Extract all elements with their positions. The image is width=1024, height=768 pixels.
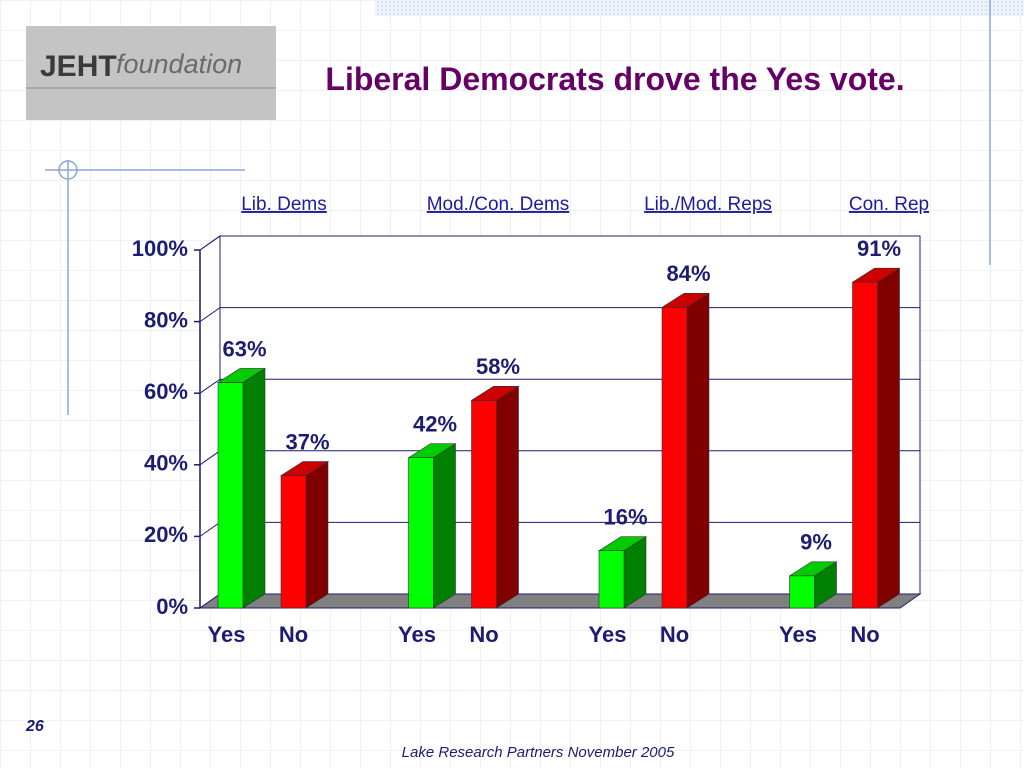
y-tick-label: 20%	[144, 522, 188, 547]
y-tick-label: 40%	[144, 451, 188, 476]
group-label: Mod./Con. Dems	[427, 194, 570, 215]
group-label: Con. Rep	[849, 194, 929, 215]
value-label: 91%	[857, 236, 901, 261]
grid-line	[199, 235, 920, 251]
chart-title: Liberal Democrats drove the Yes vote.	[325, 61, 905, 97]
footer: Lake Research Partners November 2005	[402, 744, 675, 761]
page-number: 26	[25, 718, 44, 735]
logo-brand: JEHT	[40, 50, 117, 83]
bar-side	[877, 267, 900, 609]
x-tick-label: No	[660, 622, 689, 647]
bar-top	[660, 292, 711, 308]
bar	[408, 457, 434, 609]
bar-side	[686, 292, 710, 609]
bar	[217, 382, 244, 609]
bar-side	[305, 460, 329, 609]
value-label: 9%	[800, 530, 832, 555]
bar-top	[216, 368, 267, 383]
bar-side	[496, 385, 519, 609]
value-label: 42%	[413, 411, 457, 436]
value-label: 37%	[285, 429, 329, 454]
x-tick-label: Yes	[779, 622, 817, 647]
bar	[280, 475, 307, 609]
y-tick-label: 100%	[132, 236, 188, 261]
bar-top	[851, 267, 901, 283]
x-tick-label: Yes	[589, 622, 627, 647]
x-tick-label: No	[850, 622, 879, 647]
bar-side	[242, 367, 266, 609]
value-label: 58%	[476, 354, 520, 379]
bar-top	[788, 561, 838, 577]
y-tick-label: 60%	[144, 379, 188, 404]
bar	[852, 281, 878, 609]
value-label: 16%	[603, 505, 647, 530]
side-wall	[199, 235, 221, 609]
x-tick-label: Yes	[398, 622, 436, 647]
bar	[598, 550, 625, 609]
bar-top	[407, 443, 457, 458]
group-label: Lib./Mod. Reps	[644, 194, 772, 215]
y-tick-label: 0%	[156, 594, 188, 619]
value-label: 63%	[222, 336, 266, 361]
logo-word: foundation	[116, 49, 242, 79]
bar	[471, 400, 497, 609]
bar	[789, 575, 815, 609]
x-tick-label: Yes	[208, 622, 246, 647]
deco-circle	[58, 160, 78, 180]
x-tick-label: No	[469, 622, 498, 647]
value-label: 84%	[666, 261, 710, 286]
top-band	[375, 0, 1024, 16]
group-label: Lib. Dems	[241, 194, 327, 215]
bar-top	[470, 386, 520, 401]
y-tick-label: 80%	[144, 307, 188, 332]
bar-top	[279, 461, 330, 476]
bar-top	[597, 536, 648, 552]
x-tick-label: No	[279, 622, 308, 647]
logo-box	[26, 26, 276, 120]
bar-side	[433, 443, 456, 609]
bar	[661, 306, 688, 609]
